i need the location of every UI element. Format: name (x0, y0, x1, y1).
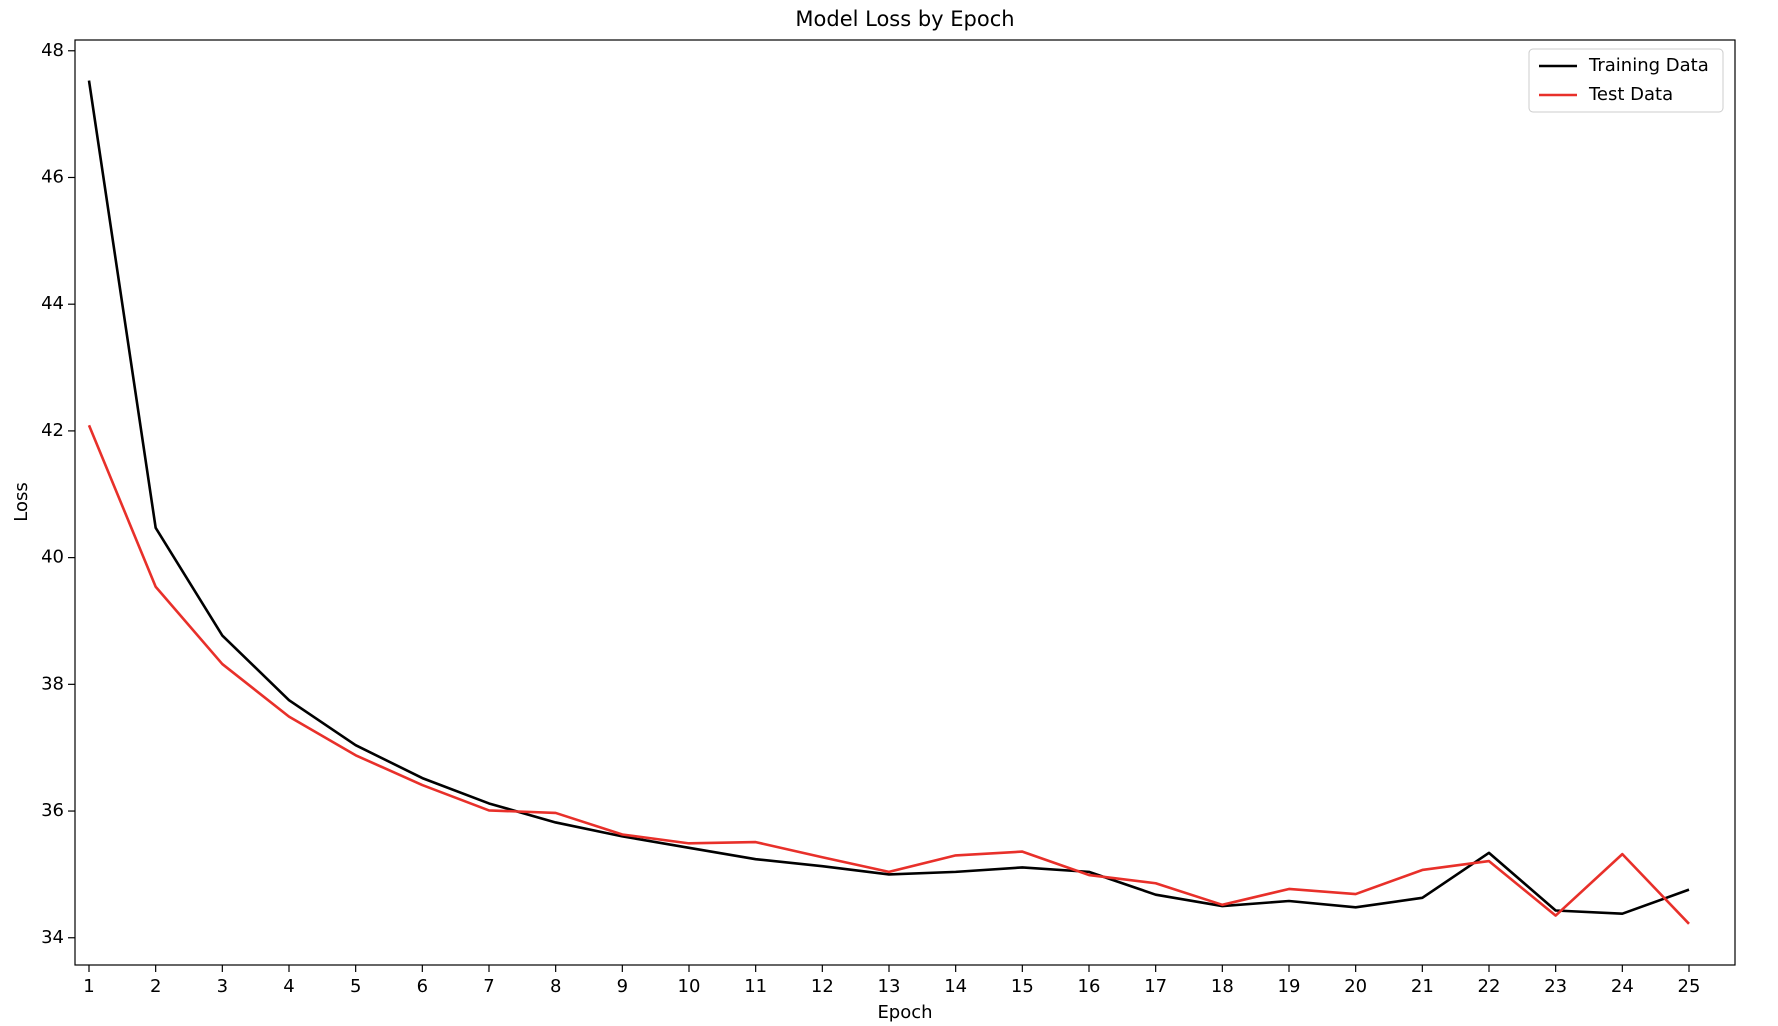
y-tick-label: 38 (41, 673, 64, 694)
y-tick-label: 44 (41, 293, 64, 314)
x-tick-label: 23 (1544, 976, 1567, 997)
y-tick-label: 46 (41, 166, 64, 187)
x-tick-label: 18 (1211, 976, 1234, 997)
x-axis-label: Epoch (877, 1002, 932, 1023)
legend-box (1528, 48, 1724, 113)
x-tick-label: 24 (1611, 976, 1634, 997)
x-tick-label: 17 (1144, 976, 1167, 997)
legend-label: Test Data (1588, 84, 1673, 105)
x-tick-label: 3 (217, 976, 228, 997)
x-tick-label: 9 (617, 976, 628, 997)
x-tick-label: 16 (1078, 976, 1101, 997)
x-tick-label: 8 (550, 976, 561, 997)
x-tick-label: 21 (1411, 976, 1434, 997)
y-tick-label: 48 (41, 40, 64, 61)
y-tick-label: 36 (41, 800, 64, 821)
x-tick-label: 12 (811, 976, 834, 997)
chart-title: Model Loss by Epoch (795, 7, 1014, 31)
x-tick-label: 15 (1011, 976, 1034, 997)
legend-label: Training Data (1588, 55, 1709, 76)
x-tick-label: 11 (744, 976, 767, 997)
x-tick-label: 20 (1344, 976, 1367, 997)
x-tick-label: 19 (1278, 976, 1301, 997)
y-tick-label: 42 (41, 420, 64, 441)
x-tick-label: 7 (483, 976, 494, 997)
x-tick-label: 4 (283, 976, 294, 997)
x-tick-label: 2 (150, 976, 161, 997)
x-tick-label: 1 (83, 976, 94, 997)
line-series (87, 80, 1690, 915)
x-tick-label: 14 (944, 976, 967, 997)
y-axis-label: Loss (11, 482, 32, 521)
x-tick-label: 6 (417, 976, 428, 997)
x-tick-label: 5 (350, 976, 361, 997)
x-tick-label: 13 (878, 976, 901, 997)
line-series (87, 424, 1690, 925)
x-tick-label: 10 (678, 976, 701, 997)
y-tick-label: 34 (41, 927, 64, 948)
x-tick-label: 25 (1678, 976, 1701, 997)
plot-frame (74, 39, 1736, 966)
x-tick-label: 22 (1478, 976, 1501, 997)
y-tick-label: 40 (41, 547, 64, 568)
